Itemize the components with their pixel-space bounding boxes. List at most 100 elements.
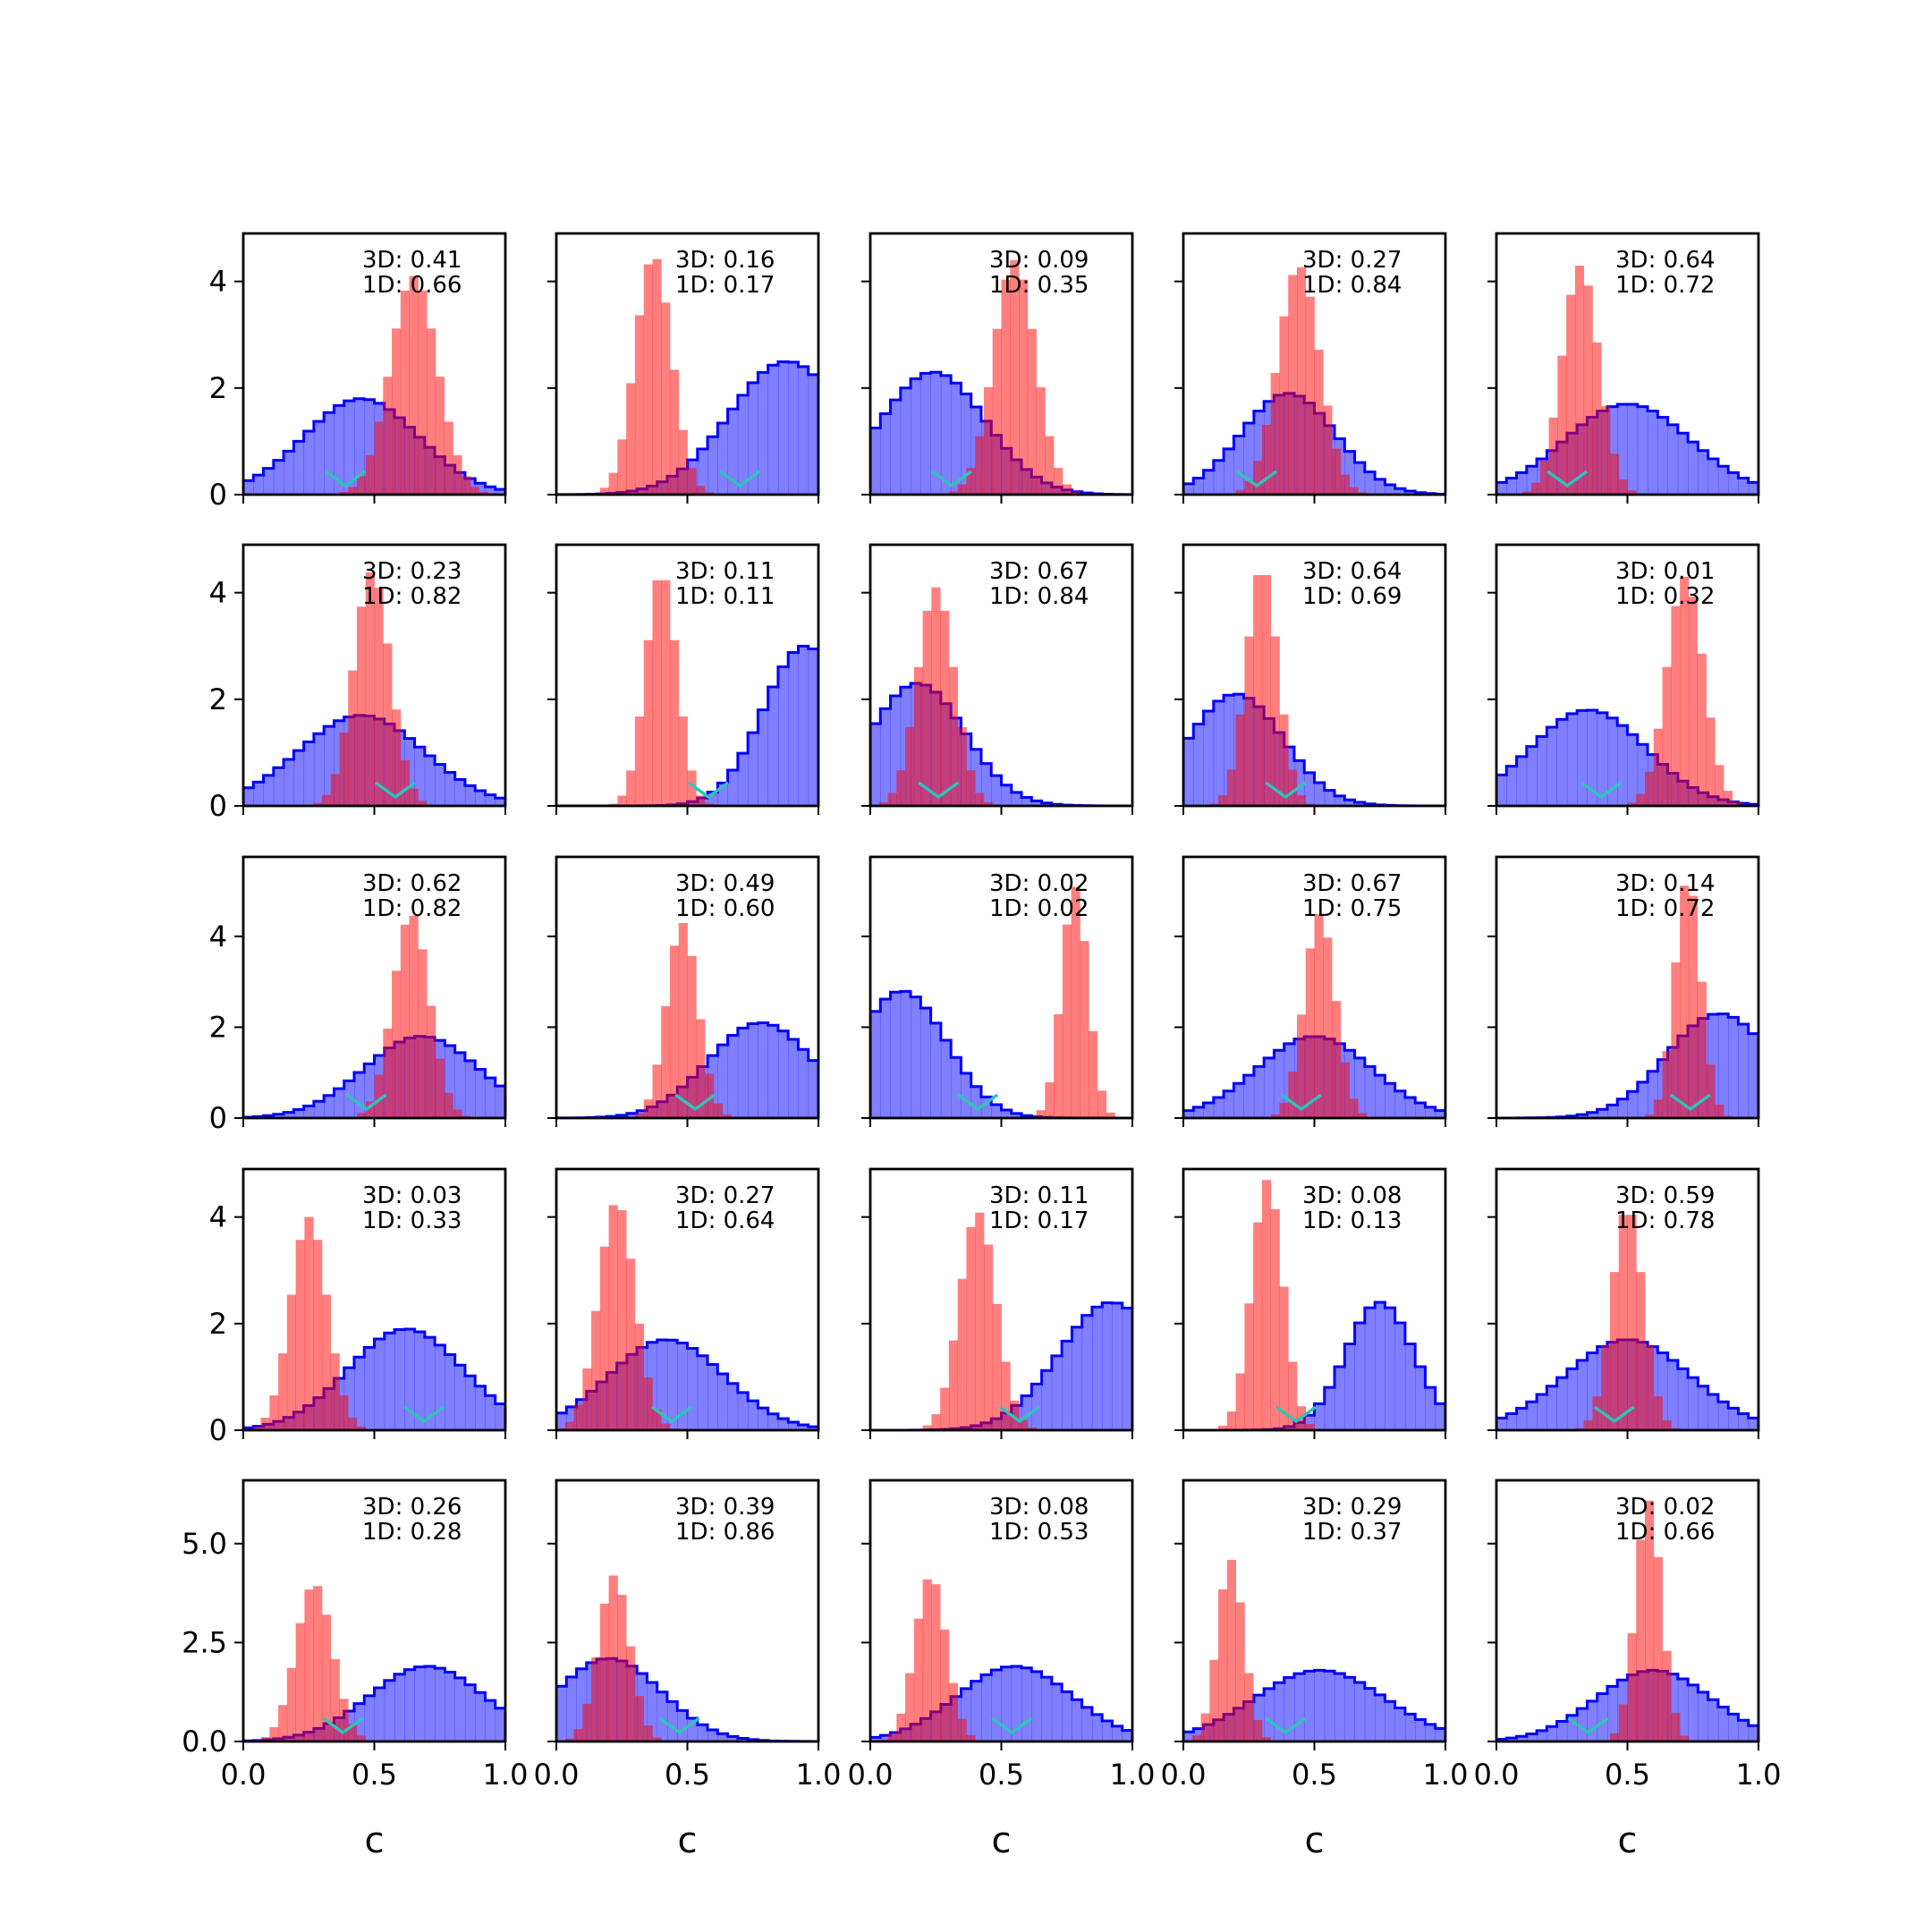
x-tick-label: 0.0: [848, 1758, 894, 1792]
annotation-1d: 1D: 0.84: [989, 583, 1089, 610]
broad-bin: [1021, 1667, 1032, 1741]
broad-bin: [1112, 1302, 1123, 1430]
annotation-3d: 3D: 0.08: [1302, 1182, 1402, 1209]
broad-bin: [384, 1680, 395, 1741]
narrow-bin: [427, 1005, 436, 1118]
broad-bin: [1707, 1699, 1719, 1741]
narrow-bin: [617, 795, 627, 806]
broad-bin: [677, 1343, 688, 1430]
broad-bin: [1354, 462, 1366, 495]
x-tick-label: 0.0: [534, 1758, 580, 1792]
narrow-bin: [948, 1340, 959, 1430]
narrow-bin: [1279, 714, 1289, 806]
broad-bin: [697, 449, 708, 495]
broad-bin: [970, 1681, 982, 1741]
narrow-bin: [1296, 1014, 1307, 1118]
broad-bin: [1375, 479, 1385, 495]
annotation-1d: 1D: 0.35: [989, 272, 1089, 299]
narrow-bin: [975, 436, 985, 495]
narrow-bin: [313, 1240, 323, 1430]
broad-bin: [1617, 404, 1628, 495]
narrow-bin: [599, 1246, 609, 1430]
narrow-bin: [1680, 577, 1690, 806]
marker-chevron: [1580, 781, 1623, 800]
annotation-1d: 1D: 0.28: [362, 1519, 462, 1546]
plot-area: [243, 1586, 505, 1741]
narrow-bin: [1270, 1208, 1280, 1430]
narrow-bin: [983, 1244, 994, 1430]
y-tick-label: 5.0: [182, 1527, 227, 1561]
narrow-bin: [348, 487, 358, 495]
broad-bin: [334, 405, 345, 495]
broad-bin: [1293, 1674, 1305, 1741]
narrow-bin: [591, 1657, 601, 1741]
broad-bin: [970, 749, 982, 806]
plot-area: [870, 1212, 1132, 1430]
narrow-bin: [913, 666, 923, 806]
broad-bin: [1657, 417, 1668, 495]
broad-bin: [454, 779, 466, 806]
narrow-bin: [1609, 453, 1620, 495]
narrow-bin: [1671, 962, 1681, 1118]
broad-bin: [353, 1072, 365, 1118]
narrow-bin: [1522, 491, 1532, 495]
broad-bin: [808, 1427, 818, 1430]
broad-bin: [1688, 1377, 1699, 1430]
broad-bin: [798, 1049, 809, 1118]
broad-bin: [495, 1403, 505, 1430]
broad-bin: [1011, 1113, 1022, 1118]
broad-bin: [1253, 1066, 1265, 1118]
broad-bin: [1425, 1724, 1436, 1741]
narrow-bin: [1027, 1427, 1037, 1430]
broad-bin: [1698, 1385, 1709, 1430]
broad-bin: [1324, 1387, 1335, 1430]
plot-area: [1496, 577, 1758, 806]
broad-bin: [951, 1057, 962, 1118]
broad-bin: [1657, 1352, 1668, 1430]
plot-area: [1183, 1559, 1445, 1741]
narrow-bin: [1244, 1303, 1254, 1430]
broad-bin: [900, 991, 911, 1118]
narrow-bin: [1019, 279, 1029, 495]
annotation-3d: 3D: 0.23: [362, 558, 462, 585]
narrow-bin: [1592, 1396, 1602, 1430]
broad-bin: [1404, 1343, 1416, 1430]
narrow-bin: [1680, 1735, 1690, 1741]
narrow-bin: [374, 1074, 384, 1118]
broad-bin: [1597, 1693, 1608, 1741]
narrow-bin: [1574, 266, 1585, 495]
broad-bin: [1577, 1360, 1588, 1430]
broad-bin: [1404, 1097, 1416, 1118]
broad-bin: [1072, 1326, 1083, 1430]
plot-area: [556, 922, 818, 1118]
broad-bin: [1394, 1090, 1406, 1118]
narrow-bin: [687, 770, 697, 806]
broad-bin: [970, 1086, 982, 1118]
plot-area: [556, 580, 818, 806]
broad-bin: [364, 1695, 375, 1741]
broad-bin: [1385, 484, 1396, 495]
broad-bin: [890, 992, 902, 1118]
narrow-bin: [599, 1603, 609, 1741]
narrow-bin: [339, 732, 349, 806]
narrow-bin: [1653, 1396, 1663, 1430]
narrow-bin: [1314, 350, 1324, 495]
broad-bin: [556, 1686, 567, 1741]
broad-bin: [1324, 790, 1335, 806]
narrow-bin: [1688, 895, 1699, 1118]
broad-bin: [1677, 433, 1689, 495]
narrow-bin: [652, 1409, 662, 1430]
y-tick-label: 0: [209, 1101, 227, 1135]
narrow-bin: [321, 1294, 332, 1430]
broad-bin: [1354, 802, 1366, 806]
narrow-bin: [400, 290, 410, 495]
plot-area: [1496, 266, 1758, 495]
broad-bin: [454, 1052, 466, 1118]
y-tick-label: 2: [209, 682, 227, 716]
broad-bin: [445, 1672, 456, 1741]
narrow-bin: [1645, 1344, 1655, 1430]
broad-bin: [1062, 1691, 1072, 1741]
